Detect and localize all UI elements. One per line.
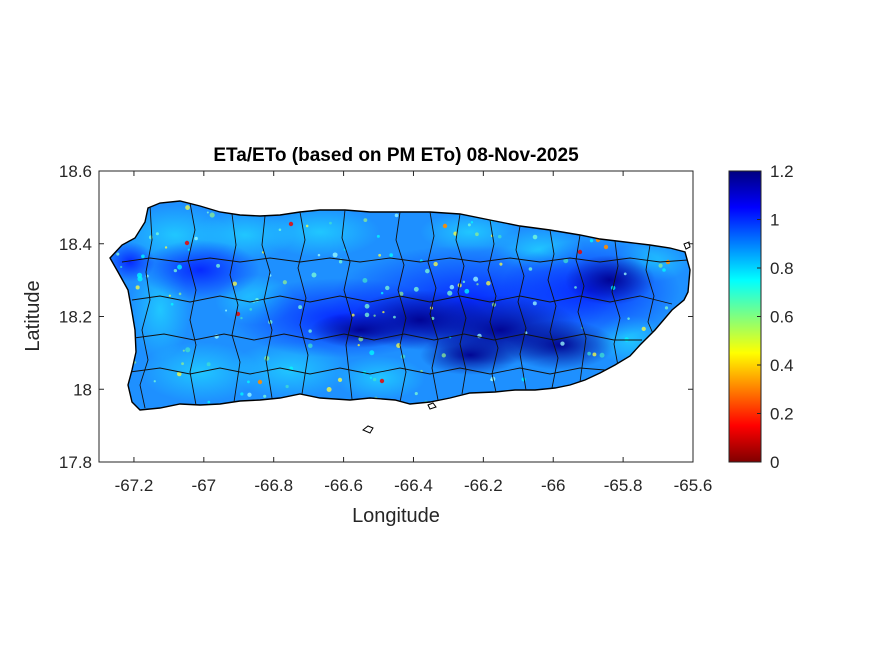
y-tick-label: 18.4 bbox=[59, 235, 92, 254]
y-axis: 17.8 18 18.2 18.4 18.6 bbox=[59, 162, 693, 472]
x-tick-label: -67.2 bbox=[115, 476, 154, 495]
x-tick-label: -65.8 bbox=[604, 476, 643, 495]
x-tick-label: -66.4 bbox=[394, 476, 433, 495]
colorbar-tick-label: 0.4 bbox=[770, 356, 794, 375]
colorbar: 0 0.2 0.4 0.6 0.8 1 1.2 bbox=[728, 162, 794, 472]
caja-de-muertos-islet bbox=[362, 425, 374, 434]
chart-title: ETa/ETo (based on PM ETo) 08-Nov-2025 bbox=[213, 145, 579, 166]
colorbar-tick-label: 1 bbox=[770, 211, 779, 230]
y-axis-label: Latitude bbox=[22, 280, 44, 351]
island-coastline bbox=[109, 200, 691, 411]
colorbar-tick-label: 0 bbox=[770, 453, 779, 472]
y-tick-label: 17.8 bbox=[59, 453, 92, 472]
x-tick-label: -66.8 bbox=[254, 476, 293, 495]
x-tick-label: -66.6 bbox=[324, 476, 363, 495]
colorbar-tick-label: 0.8 bbox=[770, 259, 794, 278]
colorbar-tick-label: 0.2 bbox=[770, 405, 794, 424]
x-axis-label: Longitude bbox=[352, 505, 440, 527]
coastal-cay bbox=[683, 241, 691, 250]
x-tick-label: -66.2 bbox=[464, 476, 503, 495]
colorbar-tick-label: 0.6 bbox=[770, 308, 794, 327]
x-tick-label: -65.6 bbox=[674, 476, 713, 495]
colorbar-ticks: 0 0.2 0.4 0.6 0.8 1 1.2 bbox=[757, 162, 794, 472]
x-axis: -67.2 -67 -66.8 -66.6 -66.4 -66.2 -66 -65.8 -65.… bbox=[115, 171, 713, 495]
coastal-cay bbox=[427, 402, 437, 410]
colorbar-tick-label: 1.2 bbox=[770, 162, 794, 181]
municipality-boundaries bbox=[121, 202, 689, 409]
y-tick-label: 18.6 bbox=[59, 162, 92, 181]
x-tick-label: -66 bbox=[541, 476, 566, 495]
y-tick-label: 18.2 bbox=[59, 308, 92, 327]
plot-area: -67.2 -67 -66.8 -66.6 -66.4 -66.2 -66 -65.8 -65.… bbox=[59, 162, 712, 495]
x-tick-label: -67 bbox=[192, 476, 217, 495]
y-tick-label: 18 bbox=[73, 380, 92, 399]
colorbar-gradient bbox=[728, 170, 762, 463]
